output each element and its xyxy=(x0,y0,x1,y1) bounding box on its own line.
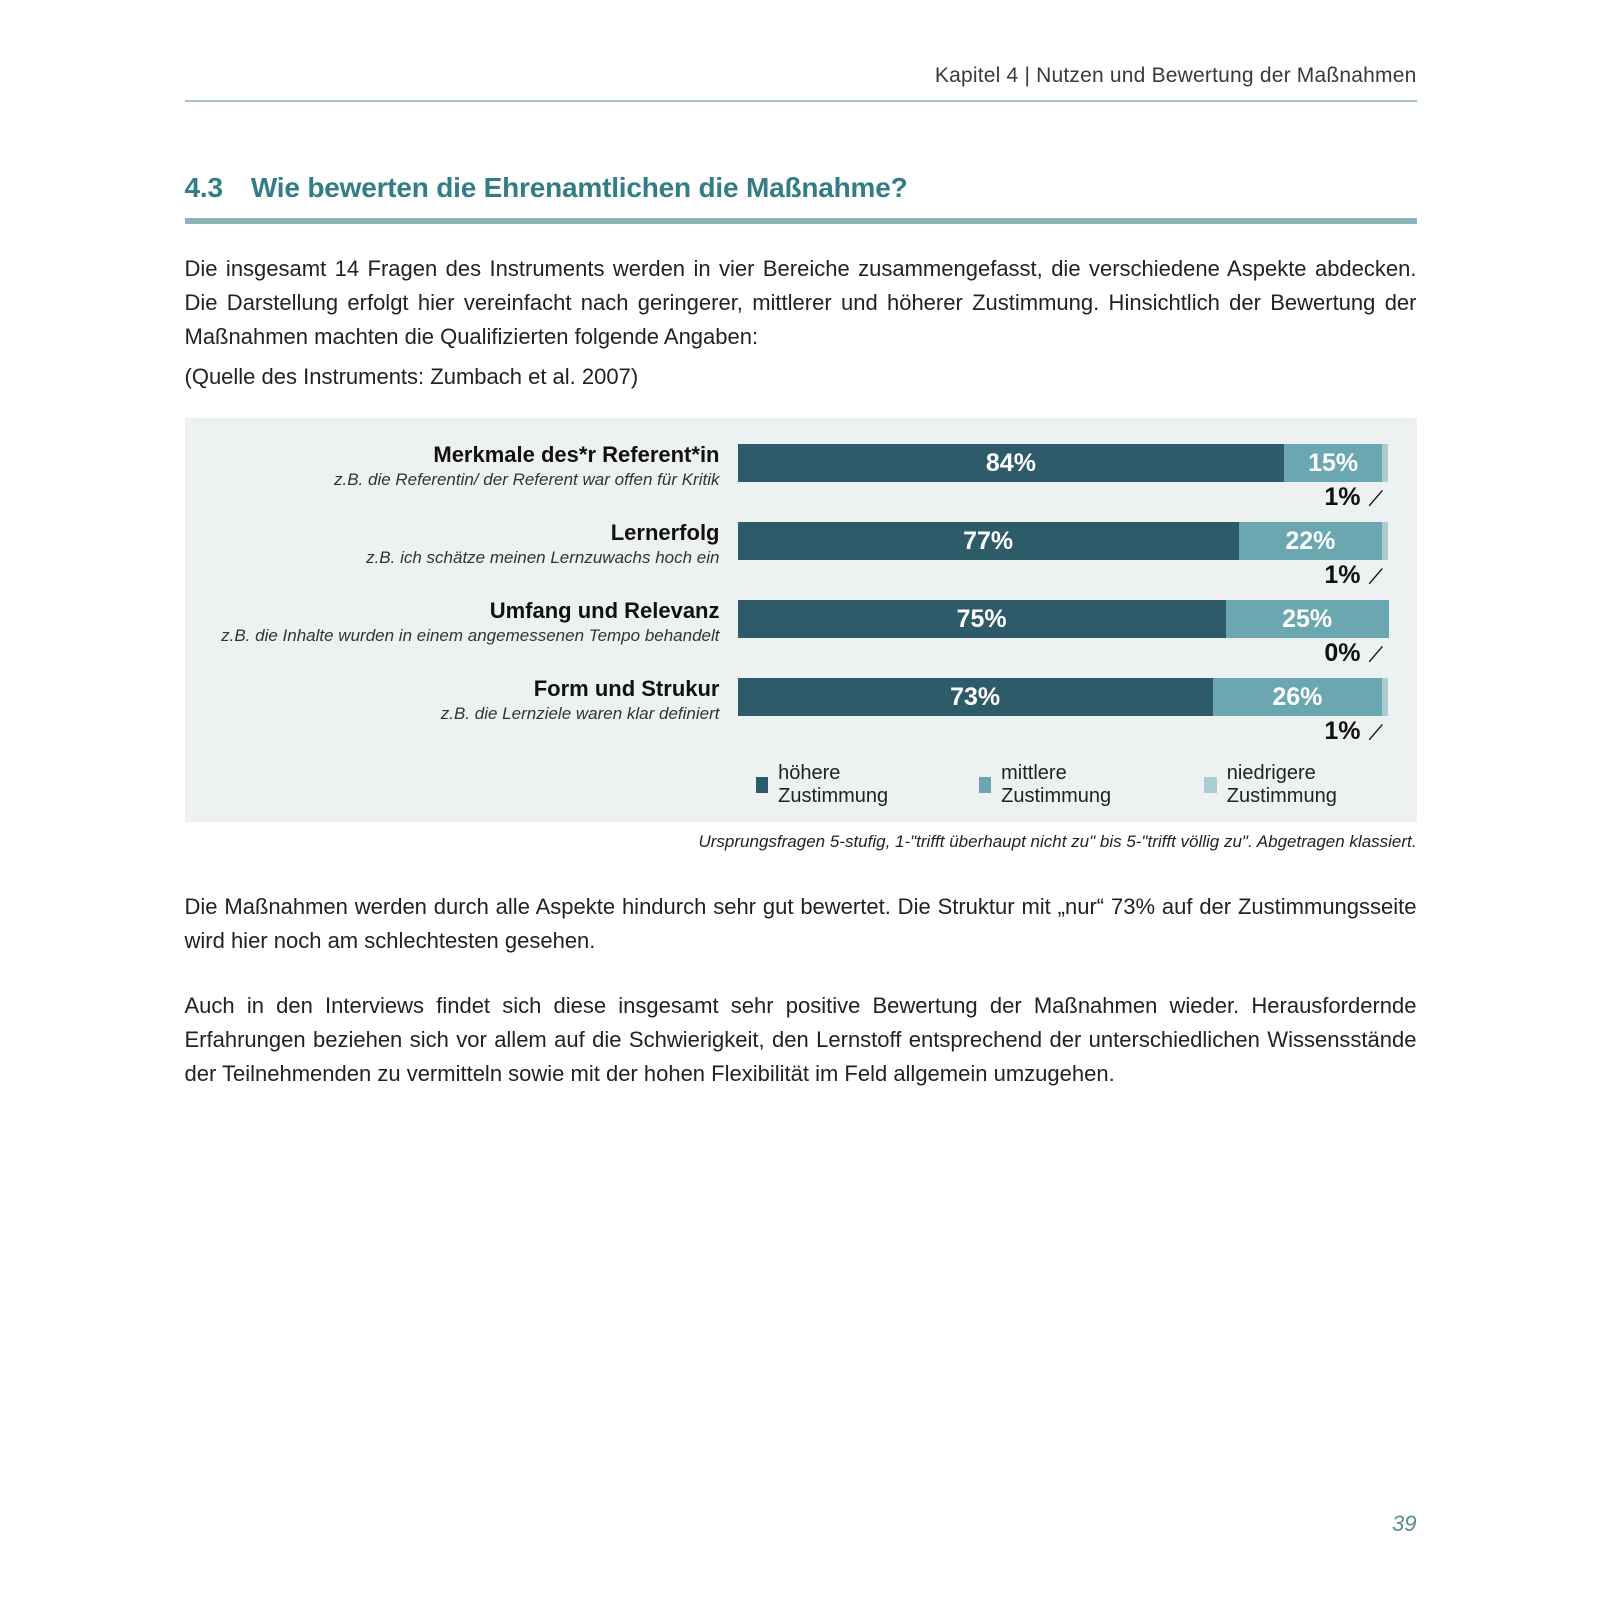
bar-segment-high: 73% xyxy=(738,678,1213,716)
chart-row-title: Merkmale des*r Referent*in xyxy=(213,442,720,467)
legend-item-high: höhere Zustimmung xyxy=(756,762,919,808)
bar-segment-low xyxy=(1382,444,1389,482)
chart-caption: Ursprungsfragen 5-stufig, 1-"trifft über… xyxy=(185,832,1417,852)
chart-row-subtitle: z.B. ich schätze meinen Lernzuwachs hoch… xyxy=(213,548,720,568)
paragraph-1: Die Maßnahmen werden durch alle Aspekte … xyxy=(185,890,1417,958)
chart-row-title: Umfang und Relevanz xyxy=(213,598,720,623)
chart-row: Merkmale des*r Referent*in z.B. die Refer… xyxy=(213,442,1389,510)
bar-low-callout: 1% xyxy=(738,484,1389,510)
source-line: (Quelle des Instruments: Zumbach et al. … xyxy=(185,360,1417,394)
legend-swatch-icon xyxy=(756,777,769,793)
chart-row: Lernerfolg z.B. ich schätze meinen Lernzu… xyxy=(213,520,1389,588)
bar-low-value: 1% xyxy=(1324,483,1360,512)
bar-low-callout: 1% xyxy=(738,562,1389,588)
bar-track: 77%22% xyxy=(738,522,1389,560)
bar-segment-medium: 22% xyxy=(1239,522,1382,560)
chart-row: Form und Strukur z.B. die Lernziele waren… xyxy=(213,676,1389,744)
leader-line-icon xyxy=(1367,720,1389,742)
legend-item-low: niedrigere Zustimmung xyxy=(1204,762,1388,808)
bar-low-value: 1% xyxy=(1324,717,1360,746)
chart-row-label: Umfang und Relevanz z.B. die Inhalte wurd… xyxy=(213,598,738,646)
chart-bar-column: 84%15%1% xyxy=(738,442,1389,510)
leader-line-icon xyxy=(1367,642,1389,664)
section-number: 4.3 xyxy=(185,172,223,203)
chart-row-subtitle: z.B. die Referentin/ der Referent war of… xyxy=(213,470,720,490)
bar-low-value: 1% xyxy=(1324,561,1360,590)
legend-swatch-icon xyxy=(1204,777,1217,793)
section-title-text: Wie bewerten die Ehrenamtlichen die Maßn… xyxy=(251,172,908,203)
bar-segment-low xyxy=(1382,522,1389,560)
paragraph-2: Auch in den Interviews findet sich diese… xyxy=(185,989,1417,1091)
chart-row-title: Form und Strukur xyxy=(213,676,720,701)
bar-track: 84%15% xyxy=(738,444,1389,482)
running-header: Kapitel 4 | Nutzen und Bewertung der Maß… xyxy=(185,64,1417,102)
bar-segment-high: 77% xyxy=(738,522,1239,560)
legend-item-medium: mittlere Zustimmung xyxy=(979,762,1145,808)
chart-legend: höhere Zustimmung mittlere Zustimmung nied… xyxy=(756,762,1389,808)
chart-row-title: Lernerfolg xyxy=(213,520,720,545)
chart-row-subtitle: z.B. die Lernziele waren klar definiert xyxy=(213,704,720,724)
legend-label: niedrigere Zustimmung xyxy=(1227,762,1389,808)
bar-low-callout: 0% xyxy=(738,640,1389,666)
legend-swatch-icon xyxy=(979,777,992,793)
chart-bar-column: 73%26%1% xyxy=(738,676,1389,744)
legend-label: höhere Zustimmung xyxy=(778,762,918,808)
page: Kapitel 4 | Nutzen und Bewertung der Maß… xyxy=(185,0,1417,1601)
section-title: 4.3 Wie bewerten die Ehrenamtlichen die M… xyxy=(185,172,1417,224)
page-number: 39 xyxy=(1392,1511,1416,1537)
chart-row-label: Form und Strukur z.B. die Lernziele waren… xyxy=(213,676,738,724)
leader-line-icon xyxy=(1367,486,1389,508)
chart-container: Merkmale des*r Referent*in z.B. die Refer… xyxy=(185,418,1417,822)
chart-row: Umfang und Relevanz z.B. die Inhalte wurd… xyxy=(213,598,1389,666)
bar-segment-low xyxy=(1382,678,1389,716)
intro-paragraph: Die insgesamt 14 Fragen des Instruments … xyxy=(185,252,1417,354)
bar-segment-medium: 15% xyxy=(1284,444,1382,482)
chart-bar-column: 77%22%1% xyxy=(738,520,1389,588)
bar-segment-high: 75% xyxy=(738,600,1226,638)
bar-track: 75%25% xyxy=(738,600,1389,638)
legend-label: mittlere Zustimmung xyxy=(1001,762,1144,808)
bar-segment-high: 84% xyxy=(738,444,1285,482)
leader-line-icon xyxy=(1367,564,1389,586)
bar-track: 73%26% xyxy=(738,678,1389,716)
chart-row-label: Lernerfolg z.B. ich schätze meinen Lernzu… xyxy=(213,520,738,568)
bar-segment-medium: 25% xyxy=(1226,600,1389,638)
bar-low-callout: 1% xyxy=(738,718,1389,744)
bar-low-value: 0% xyxy=(1324,639,1360,668)
chart-bar-column: 75%25%0% xyxy=(738,598,1389,666)
chart-row-subtitle: z.B. die Inhalte wurden in einem angemes… xyxy=(213,626,720,646)
bar-segment-medium: 26% xyxy=(1213,678,1382,716)
chart-row-label: Merkmale des*r Referent*in z.B. die Refer… xyxy=(213,442,738,490)
